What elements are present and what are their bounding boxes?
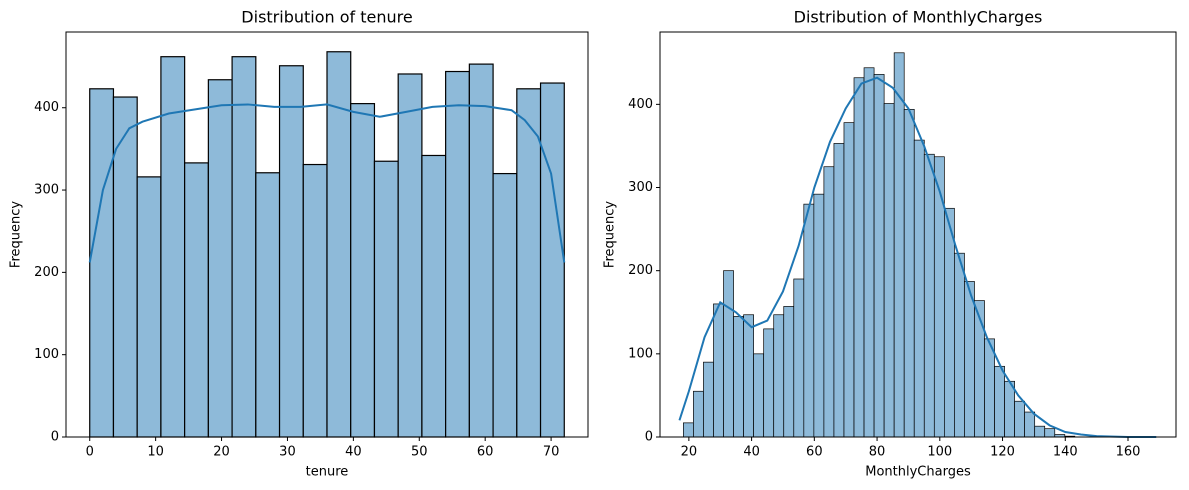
bar (136, 176, 162, 438)
x-tick-label: 50 (411, 445, 428, 460)
bar (492, 172, 518, 438)
bar (421, 154, 447, 438)
y-axis-label: Frequency (603, 201, 618, 268)
bar (468, 63, 494, 438)
x-tick-label: 100 (927, 445, 952, 460)
bar (693, 390, 704, 438)
bar (873, 74, 885, 438)
bar (893, 52, 905, 438)
chart-title: Distribution of tenure (241, 8, 412, 27)
x-tick-label: 140 (1053, 445, 1078, 460)
bar (713, 303, 724, 438)
x-tick-label: 40 (743, 445, 760, 460)
bar (994, 365, 1005, 438)
bar (783, 306, 795, 438)
bar (843, 122, 855, 438)
x-tick-label: 160 (1116, 445, 1141, 460)
x-tick-label: 70 (543, 445, 560, 460)
bar (773, 314, 785, 438)
chart-title: Distribution of MonthlyCharges (794, 8, 1043, 27)
bar (964, 281, 975, 438)
x-tick-label: 60 (806, 445, 823, 460)
y-tick-label: 300 (34, 183, 59, 198)
x-tick-label: 120 (990, 445, 1015, 460)
x-tick-label: 40 (345, 445, 362, 460)
x-tick-label: 10 (147, 445, 164, 460)
bar (1044, 428, 1056, 438)
bar (883, 103, 895, 438)
axes-frame (659, 31, 1177, 438)
bar (703, 361, 714, 438)
bar (833, 143, 845, 438)
x-axis-label: tenure (306, 465, 349, 480)
bar (539, 82, 565, 438)
x-tick-label: 60 (477, 445, 494, 460)
x-tick-label: 20 (213, 445, 230, 460)
y-tick-label: 0 (645, 430, 653, 445)
bar (984, 338, 995, 438)
y-tick-label: 400 (34, 100, 59, 115)
bar (1004, 380, 1015, 438)
bar (803, 203, 815, 438)
bar (863, 67, 875, 438)
bar (763, 328, 775, 438)
bar (974, 300, 985, 438)
bar (1024, 411, 1036, 438)
bar (903, 108, 915, 438)
y-axis-label: Frequency (9, 201, 24, 268)
bar (954, 252, 965, 438)
kde-line (88, 103, 566, 263)
bar (278, 65, 304, 438)
bar (1034, 425, 1046, 438)
bar (753, 353, 765, 438)
kde-line (678, 76, 1157, 438)
bar (516, 88, 542, 438)
bar (184, 162, 209, 438)
bar (302, 163, 328, 438)
bar (793, 278, 805, 438)
bar (207, 79, 233, 438)
bar (445, 70, 470, 438)
y-tick-label: 100 (628, 346, 653, 361)
y-tick-label: 200 (628, 263, 653, 278)
bar (89, 88, 115, 438)
bar (913, 139, 925, 438)
x-tick-label: 80 (869, 445, 886, 460)
x-tick-label: 0 (86, 445, 94, 460)
bar (723, 270, 734, 438)
bar (943, 207, 955, 438)
x-axis-label: MonthlyCharges (865, 465, 971, 480)
y-tick-label: 300 (628, 180, 653, 195)
y-tick-label: 100 (34, 347, 59, 362)
bar (350, 103, 376, 438)
bar (813, 193, 825, 438)
x-tick-label: 20 (681, 445, 698, 460)
bar (231, 56, 257, 438)
bar (397, 73, 423, 438)
y-tick-label: 200 (34, 265, 59, 280)
bar (823, 166, 835, 438)
bar (923, 153, 935, 438)
bar (853, 77, 865, 438)
bar (255, 172, 281, 438)
bar (743, 314, 754, 438)
bar (1014, 400, 1026, 438)
bar (683, 422, 694, 438)
bar (733, 316, 744, 438)
x-tick-label: 30 (279, 445, 296, 460)
axes-frame (65, 31, 589, 438)
y-tick-label: 400 (628, 97, 653, 112)
y-tick-label: 0 (51, 430, 59, 445)
bar (373, 160, 399, 438)
